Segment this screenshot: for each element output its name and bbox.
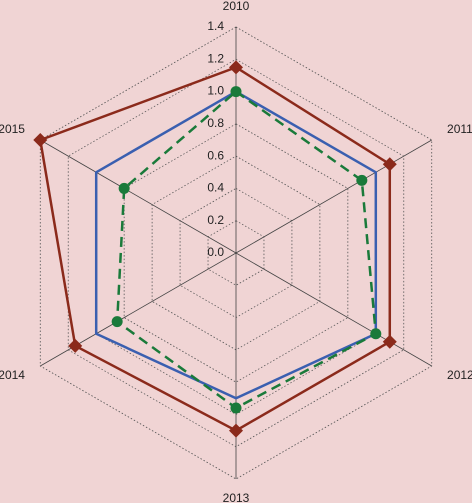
data-marker: [118, 182, 130, 194]
data-marker: [111, 316, 123, 328]
data-marker: [229, 423, 243, 438]
tick-label: 0.4: [207, 181, 224, 195]
data-marker: [382, 334, 397, 349]
axis-spoke: [235, 139, 432, 254]
category-label: 2014: [0, 368, 25, 382]
category-label: 2012: [447, 368, 472, 382]
data-marker: [68, 338, 83, 353]
tick-label: 0.6: [207, 148, 224, 162]
data-marker: [230, 402, 242, 414]
tick-label: 0.8: [207, 116, 224, 130]
tick-label: 1.2: [207, 51, 224, 65]
category-label: 2015: [0, 122, 25, 136]
category-label: 2013: [223, 491, 250, 503]
tick-label: 1.0: [207, 84, 224, 98]
data-marker: [230, 86, 242, 98]
data-marker: [33, 133, 48, 147]
data-marker: [229, 60, 243, 75]
category-label: 2011: [447, 122, 472, 136]
axis-spoke: [40, 139, 237, 254]
tick-label: 1.4: [207, 19, 224, 33]
category-label: 2010: [223, 0, 250, 13]
axis-spoke: [235, 252, 432, 367]
data-marker: [356, 174, 368, 186]
data-marker: [382, 157, 397, 172]
tick-label: 0.2: [207, 213, 224, 227]
series-line: [94, 90, 378, 400]
data-marker: [370, 328, 382, 340]
tick-label: 0.0: [207, 245, 224, 259]
